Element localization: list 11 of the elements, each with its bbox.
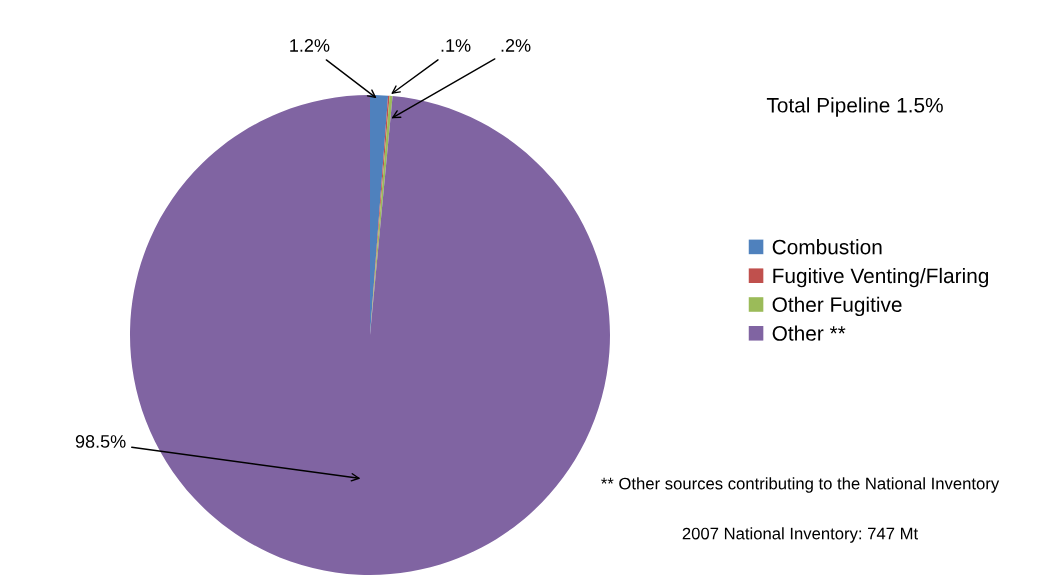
data-label: 1.2%	[290, 39, 330, 52]
text: Total Pipeline 1.5%	[766, 97, 943, 117]
legend-label: Other **	[772, 325, 846, 341]
text: ** Other sources contributing to the National Inventory	[601, 477, 1000, 493]
data-label: 98.5%	[75, 435, 126, 448]
text: 2007 National Inventory: 747 Mt	[682, 527, 919, 543]
legend-label: Fugitive Venting/Flaring	[773, 267, 989, 288]
data-label: .1%	[441, 39, 471, 52]
legend-label: Other Fugitive	[772, 296, 902, 317]
data-label: .2%	[501, 39, 531, 52]
legend-label: Combustion	[772, 239, 882, 255]
